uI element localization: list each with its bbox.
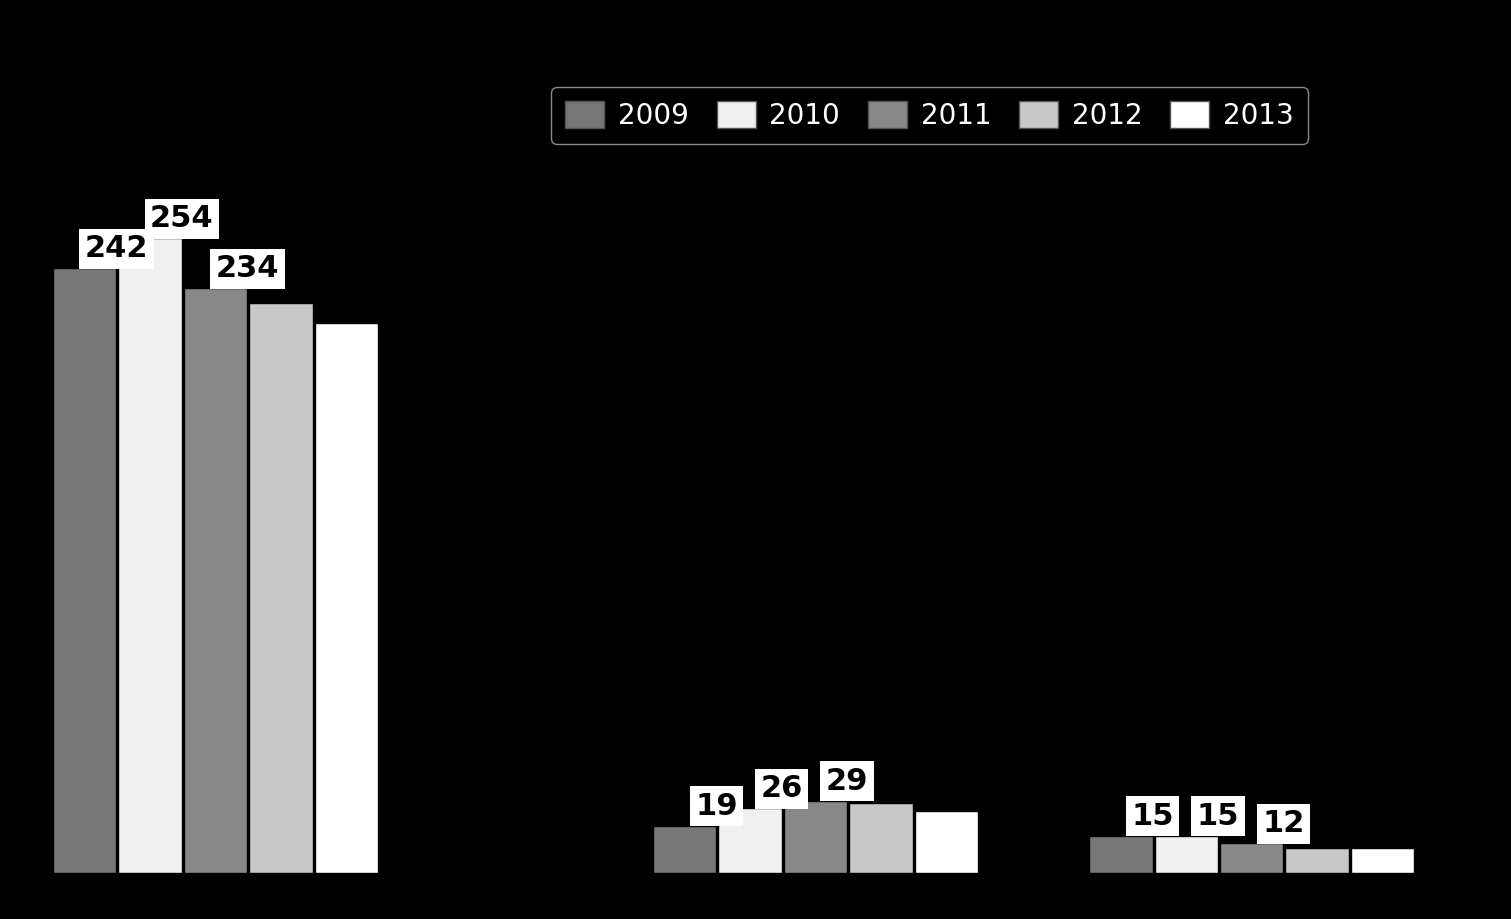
Text: 15: 15: [1132, 801, 1174, 831]
Text: 15: 15: [1197, 801, 1239, 831]
Bar: [1154, 835, 1218, 873]
Bar: [1219, 843, 1283, 873]
Bar: [849, 803, 913, 873]
Bar: [314, 323, 378, 873]
Text: 234: 234: [216, 255, 280, 283]
Bar: [653, 825, 716, 873]
Text: 242: 242: [85, 234, 148, 264]
Bar: [1286, 848, 1349, 873]
Legend: 2009, 2010, 2011, 2012, 2013: 2009, 2010, 2011, 2012, 2013: [552, 87, 1307, 144]
Bar: [914, 811, 978, 873]
Text: 29: 29: [827, 766, 869, 796]
Bar: [718, 808, 781, 873]
Text: 12: 12: [1262, 809, 1304, 838]
Bar: [1089, 835, 1153, 873]
Text: 19: 19: [695, 791, 737, 821]
Text: 254: 254: [150, 204, 213, 233]
Bar: [784, 800, 848, 873]
Bar: [53, 268, 116, 873]
Bar: [249, 303, 313, 873]
Bar: [184, 289, 248, 873]
Bar: [1351, 848, 1414, 873]
Text: 26: 26: [760, 774, 802, 803]
Bar: [118, 238, 181, 873]
